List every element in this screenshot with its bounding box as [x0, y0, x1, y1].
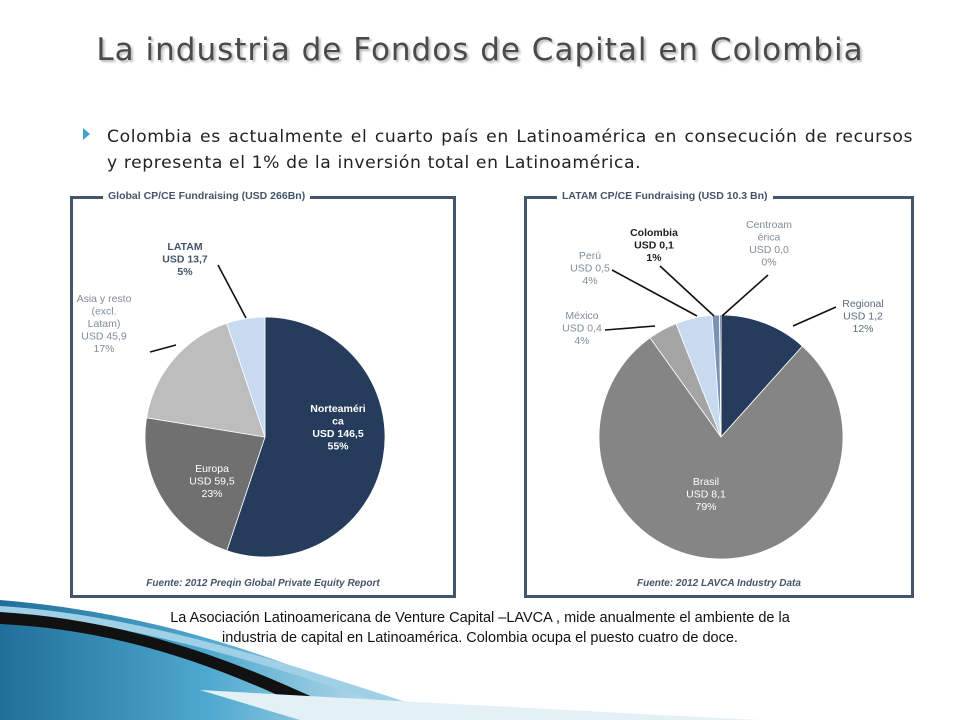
chart-title-latam: LATAM CP/CE Fundraising (USD 10.3 Bn) [557, 190, 773, 202]
pie-slice-europa [144, 417, 266, 552]
slice-percent-text: 4% [574, 335, 589, 347]
pie-slice-latam [226, 316, 266, 438]
slice-percent-text: 79% [695, 501, 716, 513]
caption-line-2: industria de capital en Latinoamérica. C… [222, 630, 738, 646]
pie-slice-brasil [598, 337, 844, 560]
slice-name-text: Regional [842, 298, 883, 310]
slice-value-text: USD 8,1 [686, 489, 726, 501]
slice-percent-text: 23% [201, 488, 222, 500]
slice-label-norteamerica: Norteaméri ca USD 146,5 55% [310, 403, 366, 453]
slice-name-text: érica [758, 232, 781, 244]
chart-source-global: Fuente: 2012 Preqin Global Private Equit… [146, 578, 380, 589]
slice-name-text: Centroam [746, 219, 792, 231]
leader-line-centroamerica [721, 274, 769, 317]
slice-label-mexico: México USD 0,4 4% [562, 310, 602, 347]
slice-label-asia-y-resto-excl-latam: Asia y resto (excl. Latam) USD 45,9 17% [77, 293, 132, 355]
slice-percent-text: 0% [761, 257, 776, 269]
leader-line-latam [217, 264, 247, 319]
slice-percent-text: 5% [177, 266, 193, 278]
slice-value-text: USD 0,5 [570, 263, 610, 275]
slice-label-regional: Regional USD 1,2 12% [842, 298, 883, 335]
slice-value-text: USD 0,1 [634, 240, 674, 252]
leader-line-regional [792, 306, 837, 327]
slice-percent-text: 4% [582, 275, 597, 287]
bullet-arrow-icon [83, 128, 90, 140]
slice-value-text: USD 59,5 [189, 476, 235, 488]
slice-value-text: USD 1,2 [843, 311, 883, 323]
slide-title: La industria de Fondos de Capital en Col… [96, 32, 864, 68]
slice-percent-text: 17% [93, 343, 114, 355]
slice-label-centroamerica: Centroam érica USD 0,0 0% [746, 219, 792, 269]
slice-name-text: LATAM [167, 241, 202, 253]
slice-label-peru: Perú USD 0,5 4% [570, 250, 610, 287]
bullet-text: Colombia es actualmente el cuarto país e… [107, 127, 913, 173]
caption: La Asociación Latinoamericana de Venture… [100, 608, 860, 648]
chart-source-latam: Fuente: 2012 LAVCA Industry Data [637, 578, 801, 589]
slice-name-text: Europa [195, 463, 229, 475]
slice-value-text: USD 45,9 [81, 331, 127, 343]
slice-value-text: USD 13,7 [162, 254, 208, 266]
slice-name-text: (excl. [91, 306, 116, 318]
slice-value-text: USD 0,4 [562, 323, 602, 335]
slice-name-text: México [565, 310, 598, 322]
pie-chart-0: Norteaméri ca USD 146,5 55% Europa USD 59,5 23… [77, 241, 386, 558]
slice-name-text: Brasil [693, 476, 719, 488]
pie-slice-centroamerica [719, 314, 722, 438]
slice-percent-text: 1% [646, 252, 662, 264]
leader-line-mexico [604, 325, 656, 331]
slice-label-latam: LATAM USD 13,7 5% [162, 241, 208, 278]
slice-name-text: Perú [579, 250, 601, 262]
slice-percent-text: 12% [852, 323, 873, 335]
bullet-item: Colombia es actualmente el cuarto país e… [83, 124, 913, 176]
slice-name-text: Colombia [630, 227, 678, 239]
caption-line-1: La Asociación Latinoamericana de Venture… [170, 610, 790, 626]
slice-name-text: ca [332, 416, 344, 428]
slice-label-europa: Europa USD 59,5 23% [189, 463, 235, 500]
slice-percent-text: 55% [327, 441, 349, 453]
slice-name-text: Asia y resto [77, 293, 132, 305]
slice-value-text: USD 146,5 [312, 428, 364, 440]
slice-label-colombia: Colombia USD 0,1 1% [630, 227, 678, 264]
pie-slice-asia-y-resto-excl-latam [146, 322, 266, 438]
leader-line-peru [611, 269, 698, 317]
slice-name-text: Latam) [88, 318, 121, 330]
chart-title-global: Global CP/CE Fundraising (USD 266Bn) [103, 190, 311, 202]
pie-slice-norteamerica [226, 316, 386, 558]
pie-chart-1: Regional USD 1,2 12% Brasil USD 8,1 79% México… [562, 219, 884, 560]
slice-label-brasil: Brasil USD 8,1 79% [686, 476, 726, 513]
leader-line-asia-y-resto-excl-latam [149, 344, 177, 353]
leader-line-colombia [659, 265, 715, 317]
slice-value-text: USD 0,0 [749, 244, 789, 256]
slice-name-text: Norteaméri [310, 403, 366, 415]
